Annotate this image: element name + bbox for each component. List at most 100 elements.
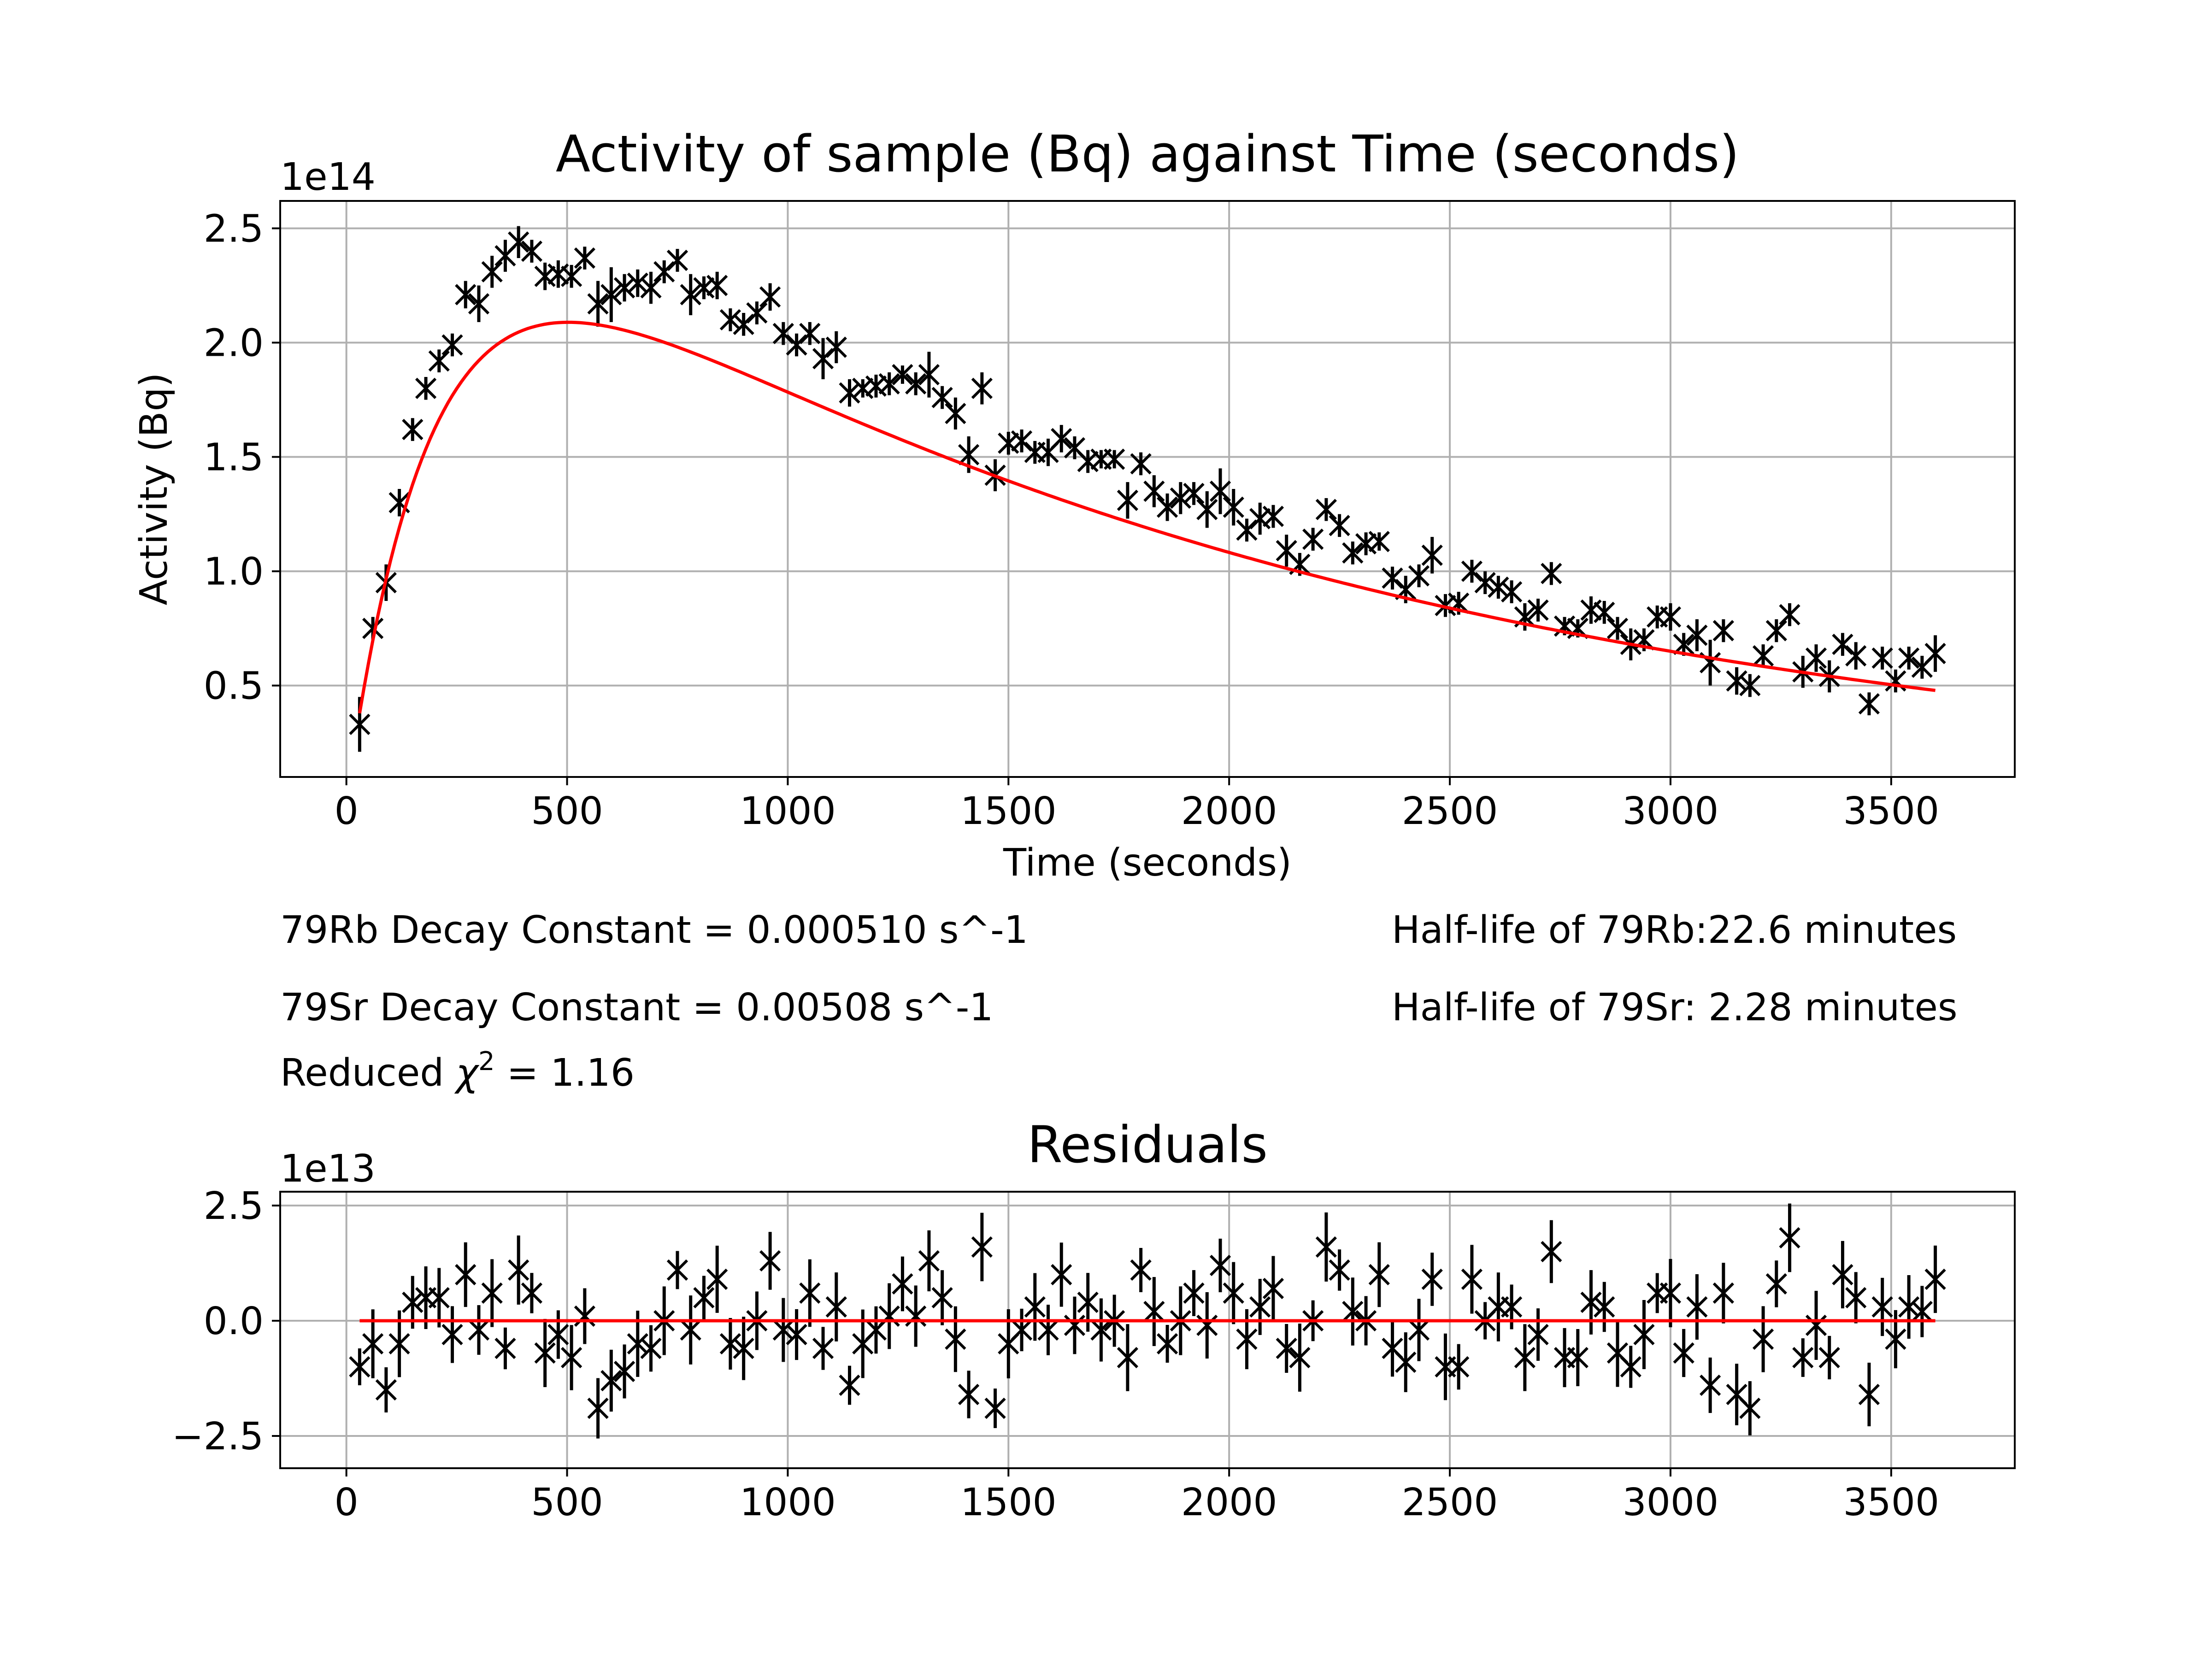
residuals-offset-label: 1e13 (280, 1147, 376, 1191)
x-tick-label: 2500 (1402, 789, 1498, 833)
data-point (468, 285, 490, 322)
activity-x-ticks: 0 500 1000 1500 2000 2500 3000 3500 (335, 777, 1939, 833)
x-tick-label: 2000 (1181, 789, 1277, 833)
chart-title: Activity of sample (Bq) against Time (se… (556, 124, 1739, 183)
residuals-plot: 0 500 1000 1500 2000 2500 3000 3500 −2.50.02.5 … (172, 1115, 2016, 1524)
data-point (892, 1256, 913, 1312)
data-point (1209, 1238, 1231, 1293)
data-point (1739, 674, 1761, 697)
data-point (1024, 1273, 1046, 1341)
data-point (1594, 1282, 1615, 1332)
data-point (1289, 1324, 1311, 1392)
y-tick-label: 0.0 (204, 1300, 264, 1343)
data-point (706, 271, 728, 300)
data-point (1911, 1286, 1933, 1337)
data-point (375, 1367, 397, 1412)
y-tick-label: 1.5 (204, 436, 264, 480)
data-point (1620, 1346, 1641, 1388)
data-point (428, 349, 450, 373)
x-tick-label: 0 (335, 1481, 359, 1524)
data-point (878, 1283, 900, 1349)
data-point (1726, 667, 1747, 695)
data-point (1156, 1325, 1178, 1363)
x-tick-label: 1000 (740, 789, 836, 833)
data-point (1924, 1245, 1946, 1313)
data-point (1700, 1357, 1721, 1413)
data-point (958, 1371, 980, 1418)
y-axis-label: Activity (Bq) (132, 372, 176, 605)
rb-half-life: Half-life of 79Rb:22.6 minutes (1392, 908, 1957, 952)
data-point (1262, 1256, 1284, 1321)
x-tick-label: 1500 (960, 789, 1057, 833)
reduced-chi-squared: Reduced χ2 = 1.16 (280, 1047, 635, 1095)
data-point (1527, 1308, 1549, 1361)
data-point (600, 267, 622, 322)
data-point (839, 379, 860, 407)
data-point (1342, 1277, 1364, 1346)
data-point (1461, 1245, 1483, 1314)
data-point (640, 271, 662, 304)
data-point (1064, 1296, 1086, 1354)
data-point (931, 386, 953, 409)
data-point (1606, 617, 1629, 640)
data-point (1302, 528, 1324, 551)
data-point (1871, 1277, 1893, 1336)
data-point (918, 1230, 940, 1292)
x-tick-label: 1000 (740, 1481, 836, 1524)
activity-y-ticks: 0.5 1.0 1.5 2.0 2.5 (204, 207, 280, 708)
data-point (1818, 1335, 1840, 1380)
data-point (1117, 482, 1139, 519)
data-point (1686, 1274, 1708, 1340)
y-tick-label: 1.0 (204, 550, 264, 594)
data-point (971, 1212, 993, 1282)
data-point (494, 1327, 516, 1370)
data-point (441, 1306, 463, 1363)
data-point (1249, 1279, 1271, 1335)
data-point (945, 1306, 966, 1372)
data-point (1871, 647, 1893, 670)
data-point (1183, 482, 1205, 505)
data-point (1527, 599, 1549, 622)
data-point (1421, 1253, 1443, 1306)
data-point (1051, 425, 1072, 453)
activity-data-points (349, 226, 1946, 752)
data-point (402, 418, 424, 441)
x-tick-label: 2000 (1181, 1481, 1277, 1524)
data-point (1752, 644, 1774, 667)
data-point (1779, 603, 1800, 626)
data-point (1037, 1305, 1059, 1355)
chi-symbol: χ (454, 1051, 480, 1095)
data-point (1739, 1381, 1761, 1435)
data-point (1501, 580, 1523, 604)
data-point (1223, 1262, 1244, 1324)
data-point (759, 1232, 781, 1290)
data-point (481, 256, 503, 288)
activity-plot-frame (279, 200, 2016, 778)
data-point (1170, 482, 1191, 514)
data-point (1276, 1324, 1297, 1373)
data-point (508, 226, 529, 259)
rb-decay-constant: 79Rb Decay Constant = 0.000510 s^-1 (280, 908, 1028, 952)
data-point (587, 281, 609, 327)
data-point (1765, 1260, 1787, 1307)
data-point (1858, 1362, 1880, 1427)
data-point (349, 1348, 371, 1385)
data-point (415, 377, 437, 400)
data-point (772, 1298, 794, 1362)
sr-half-life: Half-life of 79Sr: 2.28 minutes (1392, 986, 1958, 1030)
data-point (1805, 1291, 1827, 1360)
data-point (455, 281, 477, 309)
x-axis-label: Time (seconds) (1003, 841, 1292, 885)
data-point (1686, 619, 1708, 652)
data-point (680, 1295, 701, 1365)
data-point (1633, 1300, 1655, 1369)
x-tick-label: 3500 (1843, 789, 1939, 833)
data-point (1130, 452, 1152, 476)
data-point (1011, 1308, 1033, 1352)
data-point (825, 1272, 847, 1341)
data-point (1368, 530, 1390, 553)
data-point (1488, 576, 1509, 599)
data-point (1659, 603, 1682, 631)
x-tick-label: 3000 (1623, 1481, 1719, 1524)
